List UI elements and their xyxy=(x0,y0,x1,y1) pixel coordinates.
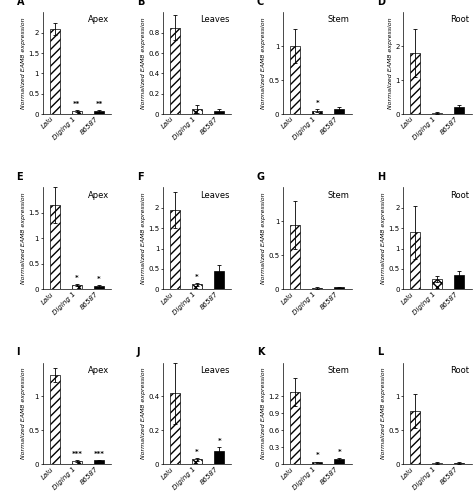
Bar xyxy=(192,285,202,289)
Bar xyxy=(170,210,180,289)
Bar xyxy=(432,463,442,464)
Bar xyxy=(432,279,442,289)
Text: *: * xyxy=(195,274,199,280)
Text: J: J xyxy=(137,347,140,358)
Bar xyxy=(410,53,420,114)
Bar xyxy=(214,451,224,464)
Text: Apex: Apex xyxy=(88,15,109,24)
Bar xyxy=(290,46,300,114)
Text: *: * xyxy=(218,438,221,444)
Bar xyxy=(410,412,420,464)
Text: *: * xyxy=(315,453,319,458)
Bar xyxy=(455,275,465,289)
Text: *: * xyxy=(337,449,341,455)
Text: Stem: Stem xyxy=(328,366,349,374)
Bar xyxy=(50,29,60,114)
Text: *: * xyxy=(195,449,199,454)
Bar xyxy=(290,225,300,289)
Bar xyxy=(312,111,322,114)
Bar xyxy=(72,461,82,464)
Text: H: H xyxy=(377,172,385,182)
Bar xyxy=(192,459,202,464)
Text: Root: Root xyxy=(451,15,470,24)
Text: Stem: Stem xyxy=(328,15,349,24)
Text: Apex: Apex xyxy=(88,366,109,374)
Bar xyxy=(410,232,420,289)
Y-axis label: Normalized EAM8 expression: Normalized EAM8 expression xyxy=(21,17,26,109)
Text: *: * xyxy=(97,276,101,282)
Y-axis label: Normalized EAM8 expression: Normalized EAM8 expression xyxy=(21,368,26,459)
Y-axis label: Normalized EAM8 expression: Normalized EAM8 expression xyxy=(261,17,266,109)
Y-axis label: Normalized EAM8 expression: Normalized EAM8 expression xyxy=(21,193,26,284)
Text: Leaves: Leaves xyxy=(200,191,229,200)
Bar xyxy=(455,107,465,114)
Bar xyxy=(214,271,224,289)
Text: Root: Root xyxy=(451,191,470,200)
Y-axis label: Normalized EAM8 expression: Normalized EAM8 expression xyxy=(381,193,386,284)
Text: B: B xyxy=(137,0,144,7)
Bar xyxy=(50,206,60,289)
Y-axis label: Normalized EAM8 expression: Normalized EAM8 expression xyxy=(141,368,146,459)
Bar xyxy=(455,463,465,464)
Text: *: * xyxy=(75,275,79,281)
Y-axis label: Normalized EAM8 expression: Normalized EAM8 expression xyxy=(141,17,146,109)
Bar xyxy=(290,392,300,464)
Text: A: A xyxy=(17,0,24,7)
Text: D: D xyxy=(377,0,385,7)
Bar xyxy=(170,393,180,464)
Text: Root: Root xyxy=(451,366,470,374)
Text: Stem: Stem xyxy=(328,191,349,200)
Bar xyxy=(94,460,104,464)
Bar xyxy=(170,28,180,114)
Text: ***: *** xyxy=(94,451,105,456)
Text: Leaves: Leaves xyxy=(200,366,229,374)
Y-axis label: Normalized EAM8 expression: Normalized EAM8 expression xyxy=(261,193,266,284)
Text: Apex: Apex xyxy=(88,191,109,200)
Bar xyxy=(312,462,322,464)
Bar xyxy=(312,288,322,289)
Y-axis label: Normalized EAM8 expression: Normalized EAM8 expression xyxy=(261,368,266,459)
Text: F: F xyxy=(137,172,143,182)
Text: K: K xyxy=(257,347,264,358)
Bar xyxy=(432,113,442,114)
Bar xyxy=(334,459,344,464)
Text: *: * xyxy=(315,100,319,106)
Y-axis label: Normalized EAM8 expression: Normalized EAM8 expression xyxy=(381,368,386,459)
Text: **: ** xyxy=(73,101,81,107)
Bar xyxy=(94,286,104,289)
Text: L: L xyxy=(377,347,383,358)
Y-axis label: Normalized EAM8 expression: Normalized EAM8 expression xyxy=(141,193,146,284)
Bar xyxy=(72,285,82,289)
Text: E: E xyxy=(17,172,23,182)
Bar xyxy=(334,287,344,289)
Bar xyxy=(94,111,104,114)
Text: C: C xyxy=(257,0,264,7)
Text: ***: *** xyxy=(72,451,82,457)
Bar xyxy=(214,111,224,114)
Y-axis label: Normalized EAM8 expression: Normalized EAM8 expression xyxy=(388,17,393,109)
Bar xyxy=(192,109,202,114)
Bar xyxy=(334,109,344,114)
Text: Leaves: Leaves xyxy=(200,15,229,24)
Bar xyxy=(72,111,82,114)
Bar xyxy=(50,375,60,464)
Text: **: ** xyxy=(95,101,103,107)
Text: G: G xyxy=(257,172,265,182)
Text: I: I xyxy=(17,347,20,358)
